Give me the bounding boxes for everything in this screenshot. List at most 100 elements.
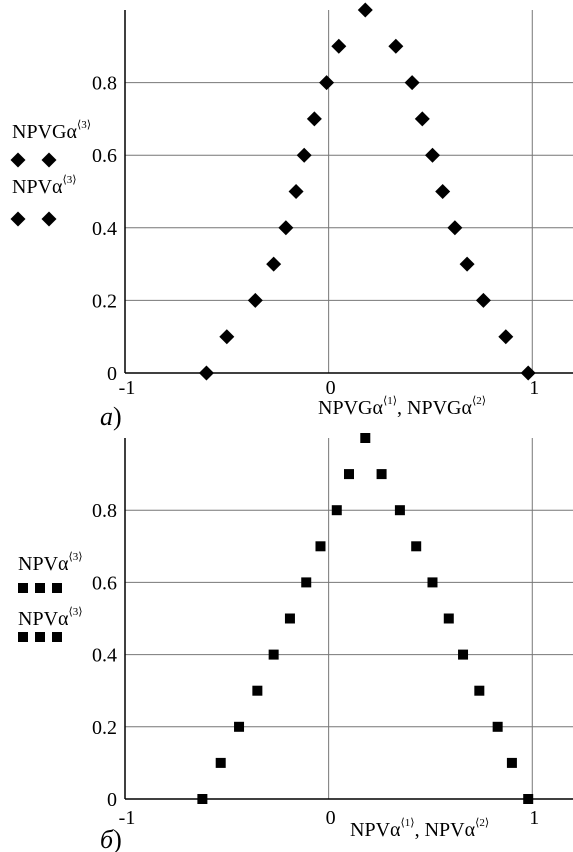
data-point: [284, 613, 295, 624]
data-point: [411, 541, 422, 552]
data-point: [288, 184, 304, 199]
legend-label: NPVGα⟨3⟩: [12, 119, 91, 143]
x-axis-title-sup2: ⟨2⟩: [472, 395, 486, 407]
data-point: [266, 256, 282, 272]
data-point: [296, 147, 312, 163]
x-axis-title: NPVGα⟨1⟩, NPVGα⟨2⟩: [318, 395, 486, 419]
y-tick-label: 0.6: [92, 145, 117, 167]
data-point: [475, 292, 491, 308]
panel-paren: ): [113, 402, 122, 431]
x-axis-title-base1: NPVα: [350, 819, 401, 841]
data-point: [414, 111, 430, 127]
legend-label-sup: ⟨3⟩: [69, 551, 83, 563]
panel-letter: б: [100, 825, 114, 852]
data-point: [278, 220, 294, 236]
data-point: [427, 577, 438, 588]
legend-label-base: NPVGα: [12, 121, 77, 143]
x-tick-label: 1: [529, 377, 539, 399]
legend-label-sup: ⟨3⟩: [63, 174, 77, 186]
legend-marker: [10, 211, 26, 227]
data-point: [197, 794, 208, 804]
panel-letter: а: [100, 402, 113, 431]
data-point: [520, 365, 536, 381]
data-point: [443, 613, 454, 624]
y-tick-label: 0: [107, 363, 117, 385]
y-tick-label: 0.2: [92, 717, 117, 739]
legend-marker: [18, 583, 28, 593]
legend-marker: [35, 583, 45, 593]
x-tick-label: 1: [529, 807, 539, 829]
data-point: [252, 685, 263, 696]
legend-label-sup: ⟨3⟩: [69, 606, 83, 618]
legend-label-sup: ⟨3⟩: [77, 119, 91, 131]
legend-marker: [35, 632, 45, 642]
legend-marker: [18, 632, 28, 642]
data-point: [357, 2, 373, 18]
x-tick-label: -1: [119, 377, 136, 399]
legend-label-base: NPVα: [18, 608, 69, 630]
data-point: [404, 75, 420, 91]
data-point: [523, 794, 534, 804]
panel-label: б): [100, 825, 122, 852]
data-point: [498, 329, 514, 345]
data-point: [331, 38, 347, 54]
x-axis-title-sup1: ⟨1⟩: [383, 395, 397, 407]
data-point: [319, 75, 335, 91]
data-point: [424, 147, 440, 163]
y-tick-label: 0.4: [92, 645, 117, 667]
data-point: [388, 38, 404, 54]
x-tick-label: -1: [119, 807, 136, 829]
x-axis-title: NPVα⟨1⟩, NPVα⟨2⟩: [350, 817, 489, 841]
data-point: [394, 505, 405, 516]
y-tick-label: 0: [107, 789, 117, 811]
y-tick-label: 0.8: [92, 500, 117, 522]
legend-marker: [10, 152, 26, 168]
legend-label-base: NPVα: [12, 176, 63, 198]
legend-marker: [41, 152, 57, 168]
legend-label: NPVα⟨3⟩: [12, 174, 77, 198]
data-point: [474, 685, 485, 696]
legend-label: NPVα⟨3⟩: [18, 551, 83, 575]
data-point: [301, 577, 312, 588]
legend-label-base: NPVα: [18, 553, 69, 575]
data-point: [198, 365, 214, 381]
legend-marker: [52, 632, 62, 642]
legend-marker: [41, 211, 57, 227]
data-point: [247, 292, 263, 308]
data-point: [215, 757, 226, 768]
data-point: [492, 721, 503, 732]
y-tick-label: 0.6: [92, 572, 117, 594]
data-point: [315, 541, 326, 552]
x-axis-title-base2: NPVGα: [407, 397, 472, 419]
data-point: [331, 505, 342, 516]
data-point: [306, 111, 322, 127]
x-axis-title-base1: NPVGα: [318, 397, 383, 419]
x-axis-title-sep: ,: [397, 397, 407, 419]
data-point: [459, 256, 475, 272]
x-axis-title-base2: NPVα: [425, 819, 476, 841]
data-point: [344, 469, 354, 480]
legend-label: NPVα⟨3⟩: [18, 606, 83, 630]
x-axis-title-sup2: ⟨2⟩: [475, 817, 489, 829]
x-tick-label: 0: [326, 807, 336, 829]
data-point: [268, 649, 279, 660]
data-point: [506, 757, 517, 768]
x-tick-label: 0: [326, 377, 336, 399]
x-axis-title-sup1: ⟨1⟩: [401, 817, 415, 829]
data-point: [376, 469, 387, 480]
panel-label: а): [100, 402, 122, 431]
data-point: [458, 649, 469, 660]
data-point: [234, 721, 245, 732]
x-axis-title-sep: ,: [415, 819, 425, 841]
data-point: [435, 184, 451, 199]
y-tick-label: 0.2: [92, 290, 117, 312]
panel-paren: ): [113, 825, 122, 852]
y-tick-label: 0.8: [92, 73, 117, 95]
data-point: [219, 329, 235, 345]
legend-marker: [52, 583, 62, 593]
data-point: [447, 220, 463, 236]
data-point: [360, 433, 371, 443]
